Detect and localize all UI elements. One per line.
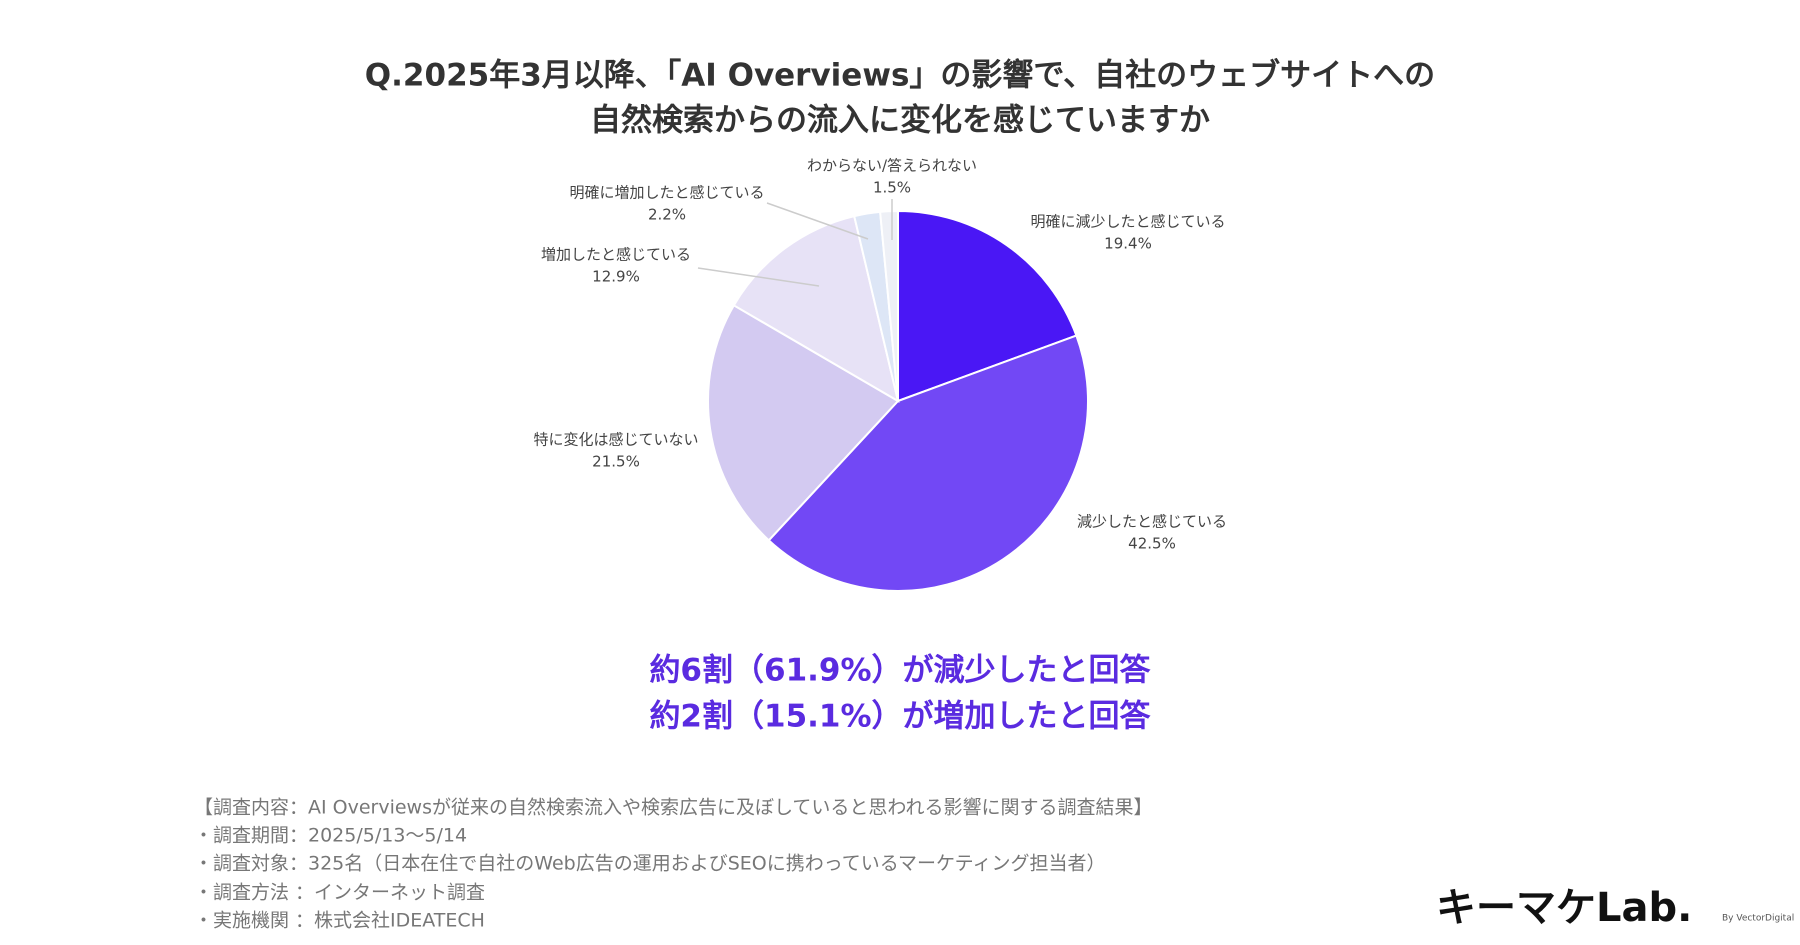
chart-title: 自然検索からの流入に変化を感じていますか <box>590 103 1210 139</box>
note: ・実施機関 ：株式会社IDEATECH <box>194 910 485 932</box>
note: ・調査対象：325名（日本在住で自社のWeb広告の運用およびSEOに携わっている… <box>194 853 1105 875</box>
note: ・調査方法 ：インターネット調査 <box>194 882 485 904</box>
note: 【調査内容：AI Overviewsが従来の自然検索流入や検索広告に及ぼしている… <box>194 797 1152 819</box>
value-label: 21.5% <box>592 453 640 471</box>
logo: キーマケLab. <box>1436 885 1692 931</box>
pie-slice <box>707 303 900 542</box>
slice-label: わからない/答えられない <box>807 157 977 175</box>
value-label: 2.2% <box>648 206 686 224</box>
leader-line <box>766 202 869 240</box>
slice-label: 明確に増加したと感じている <box>569 184 764 202</box>
slice-label: 明確に減少したと感じている <box>1030 213 1225 231</box>
leader-line <box>697 267 820 287</box>
slice-label: 特に変化は感じていない <box>533 431 698 449</box>
value-label: 19.4% <box>1104 235 1152 253</box>
pie-slice <box>897 209 1078 403</box>
pie-slice <box>767 334 1089 592</box>
chart-title: Q.2025年3月以降、「AI Overviews」の影響で、自社のウェブサイト… <box>365 58 1435 94</box>
value-label: 12.9% <box>592 268 640 286</box>
pie-slice <box>732 214 900 404</box>
value-label: 42.5% <box>1128 535 1176 553</box>
slice-label: 減少したと感じている <box>1077 513 1227 531</box>
slice-label: 増加したと感じている <box>541 246 691 264</box>
note: ・調査期間：2025/5/13〜5/14 <box>194 825 467 847</box>
logo-sub: By VectorDigital <box>1722 914 1794 924</box>
summary: 約6割（61.9%）が減少したと回答 <box>649 653 1151 689</box>
value-label: 1.5% <box>873 179 911 197</box>
pie-slice <box>879 209 899 402</box>
summary: 約2割（15.1%）が増加したと回答 <box>649 699 1151 735</box>
